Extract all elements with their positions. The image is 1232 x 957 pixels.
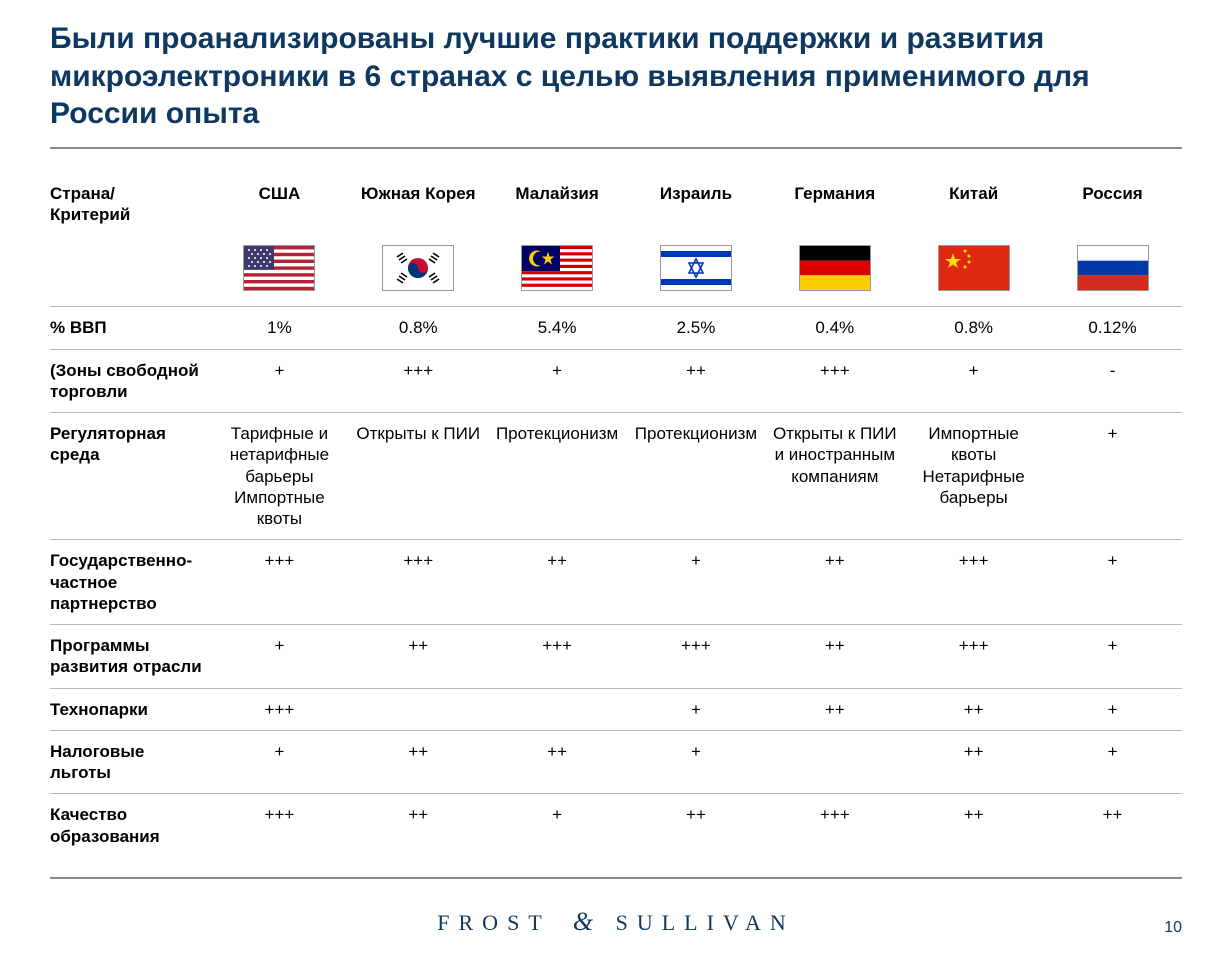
cell: +++ bbox=[349, 349, 488, 413]
col-chn: Китай bbox=[904, 173, 1043, 236]
cell: ++ bbox=[488, 730, 627, 794]
cell: ++ bbox=[904, 688, 1043, 730]
flags-row bbox=[50, 235, 1182, 307]
cell: +++ bbox=[488, 625, 627, 689]
cell: ++ bbox=[765, 688, 904, 730]
header-row: Страна/Критерий США Южная Корея Малайзия… bbox=[50, 173, 1182, 236]
slide-footer: FROST & SULLIVAN 10 bbox=[50, 907, 1182, 937]
cell: 1% bbox=[210, 307, 349, 349]
table-row: Технопарки+++++++++ bbox=[50, 688, 1182, 730]
title-divider bbox=[50, 147, 1182, 149]
cell: ++ bbox=[765, 540, 904, 625]
cell: + bbox=[1043, 730, 1182, 794]
flag-rus-icon bbox=[1077, 245, 1149, 291]
table-row: Государственно-частное партнерство++++++… bbox=[50, 540, 1182, 625]
cell bbox=[765, 730, 904, 794]
cell bbox=[349, 688, 488, 730]
cell: ++ bbox=[349, 730, 488, 794]
flag-kor-icon bbox=[382, 245, 454, 291]
brand-right: SULLIVAN bbox=[616, 910, 795, 935]
cell: 0.4% bbox=[765, 307, 904, 349]
cell: 0.12% bbox=[1043, 307, 1182, 349]
cell: + bbox=[210, 625, 349, 689]
cell: Протекционизм bbox=[627, 413, 766, 540]
cell: +++ bbox=[765, 794, 904, 857]
row-label: % ВВП bbox=[50, 307, 210, 349]
cell: +++ bbox=[904, 540, 1043, 625]
cell: ++ bbox=[349, 625, 488, 689]
cell: +++ bbox=[210, 688, 349, 730]
cell: + bbox=[488, 349, 627, 413]
flag-isr-icon bbox=[660, 245, 732, 291]
cell: Протекционизм bbox=[488, 413, 627, 540]
cell: + bbox=[1043, 625, 1182, 689]
cell: + bbox=[627, 730, 766, 794]
cell: Открыты к ПИИ bbox=[349, 413, 488, 540]
table-row: Качество образования+++++++++++++++ bbox=[50, 794, 1182, 857]
cell: 0.8% bbox=[904, 307, 1043, 349]
cell: +++ bbox=[765, 349, 904, 413]
cell: ++ bbox=[349, 794, 488, 857]
cell: + bbox=[904, 349, 1043, 413]
cell: 2.5% bbox=[627, 307, 766, 349]
cell: ++ bbox=[627, 349, 766, 413]
cell: 0.8% bbox=[349, 307, 488, 349]
col-mys: Малайзия bbox=[488, 173, 627, 236]
slide-title: Были проанализированы лучшие практики по… bbox=[50, 20, 1182, 133]
cell: - bbox=[1043, 349, 1182, 413]
row-label: Технопарки bbox=[50, 688, 210, 730]
flag-chn-icon bbox=[938, 245, 1010, 291]
cell: + bbox=[1043, 688, 1182, 730]
col-kor: Южная Корея bbox=[349, 173, 488, 236]
brand-left: FROST bbox=[437, 910, 550, 935]
cell: Тарифные и нетарифные барьерыИмпортные к… bbox=[210, 413, 349, 540]
col-isr: Израиль bbox=[627, 173, 766, 236]
table-row: Налоговые льготы+++++++++ bbox=[50, 730, 1182, 794]
flag-mys-icon bbox=[521, 245, 593, 291]
bottom-divider bbox=[50, 877, 1182, 879]
cell: Открыты к ПИИ и иностранным компаниям bbox=[765, 413, 904, 540]
cell: ++ bbox=[904, 794, 1043, 857]
col-rus: Россия bbox=[1043, 173, 1182, 236]
cell: + bbox=[627, 688, 766, 730]
cell: 5.4% bbox=[488, 307, 627, 349]
cell: ++ bbox=[1043, 794, 1182, 857]
table-row: % ВВП1%0.8%5.4%2.5%0.4%0.8%0.12% bbox=[50, 307, 1182, 349]
row-label: Качество образования bbox=[50, 794, 210, 857]
cell: + bbox=[627, 540, 766, 625]
comparison-table: Страна/Критерий США Южная Корея Малайзия… bbox=[50, 173, 1182, 857]
cell: ++ bbox=[488, 540, 627, 625]
table-row: Программы развития отрасли++++++++++++++… bbox=[50, 625, 1182, 689]
flag-usa-icon bbox=[243, 245, 315, 291]
row-label: Программы развития отрасли bbox=[50, 625, 210, 689]
cell: ++ bbox=[765, 625, 904, 689]
cell: +++ bbox=[627, 625, 766, 689]
row-label: (Зоны свободной торговли bbox=[50, 349, 210, 413]
cell: +++ bbox=[904, 625, 1043, 689]
cell: + bbox=[210, 349, 349, 413]
cell: + bbox=[210, 730, 349, 794]
table-row: (Зоны свободной торговли+++++++++++- bbox=[50, 349, 1182, 413]
brand-amp: & bbox=[565, 907, 601, 936]
cell: +++ bbox=[210, 794, 349, 857]
page-number: 10 bbox=[1164, 919, 1182, 937]
cell: + bbox=[1043, 540, 1182, 625]
cell: ++ bbox=[904, 730, 1043, 794]
header-label: Страна/Критерий bbox=[50, 173, 210, 236]
row-label: Налоговые льготы bbox=[50, 730, 210, 794]
cell: +++ bbox=[210, 540, 349, 625]
table-row: Регуляторная средаТарифные и нетарифные … bbox=[50, 413, 1182, 540]
cell: Импортные квотыНетарифные барьеры bbox=[904, 413, 1043, 540]
row-label: Регуляторная среда bbox=[50, 413, 210, 540]
col-deu: Германия bbox=[765, 173, 904, 236]
cell: + bbox=[488, 794, 627, 857]
col-usa: США bbox=[210, 173, 349, 236]
cell: ++ bbox=[627, 794, 766, 857]
cell: + bbox=[1043, 413, 1182, 540]
flag-deu-icon bbox=[799, 245, 871, 291]
cell bbox=[488, 688, 627, 730]
row-label: Государственно-частное партнерство bbox=[50, 540, 210, 625]
cell: +++ bbox=[349, 540, 488, 625]
